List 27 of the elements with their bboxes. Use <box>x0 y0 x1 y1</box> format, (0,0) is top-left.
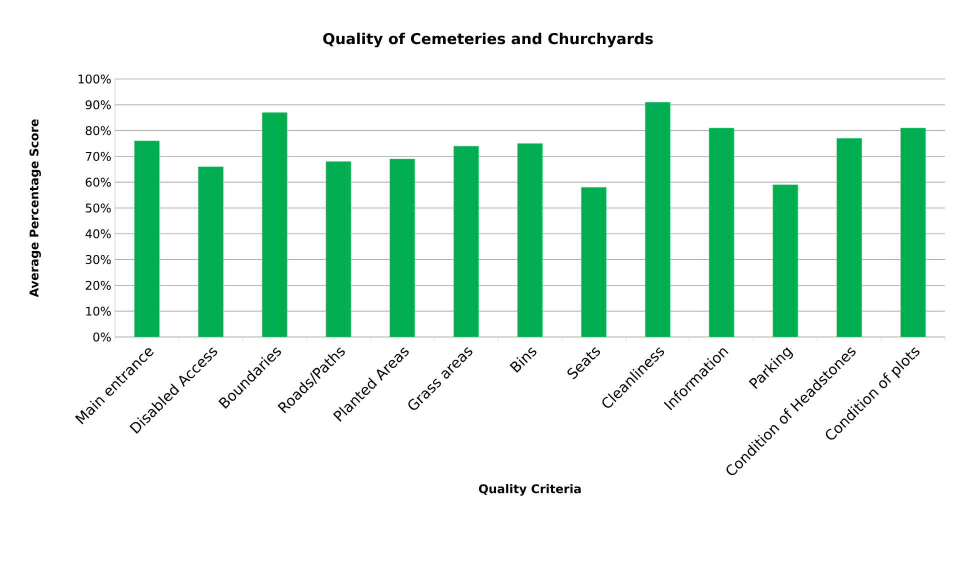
bar <box>645 102 670 338</box>
x-axis-title: Quality Criteria <box>478 484 581 496</box>
y-tick-label: 100% <box>78 74 111 84</box>
bar <box>517 143 543 338</box>
y-tick-label: 60% <box>86 178 111 187</box>
y-tick-label: 10% <box>86 306 111 316</box>
bar <box>326 161 352 338</box>
y-tick-label: 30% <box>86 255 111 264</box>
bar <box>262 112 288 338</box>
y-tick-label: 50% <box>86 203 111 213</box>
y-axis-title: Average Percentage Score <box>29 119 41 298</box>
bar <box>836 138 862 338</box>
bar <box>390 158 416 338</box>
bar <box>198 166 224 338</box>
bar <box>453 146 479 338</box>
bar <box>581 187 607 338</box>
y-tick-label: 0% <box>93 332 111 342</box>
y-tick-label: 90% <box>86 100 111 110</box>
bar <box>772 184 798 338</box>
bar <box>708 128 734 338</box>
y-tick-label: 40% <box>85 229 111 238</box>
y-tick-label: 80% <box>86 126 111 136</box>
chart-title: Quality of Cemeteries and Churchyards <box>323 32 653 48</box>
y-tick-label: 70% <box>86 152 111 161</box>
bar <box>900 128 926 338</box>
y-tick-label: 20% <box>86 280 111 290</box>
bar <box>134 140 160 338</box>
